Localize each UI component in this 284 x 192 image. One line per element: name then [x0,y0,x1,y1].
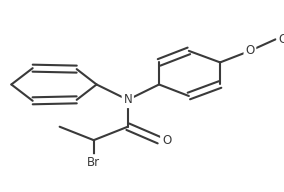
Text: Br: Br [87,156,100,169]
Text: O: O [245,44,254,57]
Text: O: O [162,134,171,147]
Text: O: O [162,134,171,147]
Text: N: N [124,93,132,106]
Text: Br: Br [87,156,100,169]
Text: N: N [124,93,132,106]
Text: O: O [245,44,254,57]
Text: CH₃: CH₃ [278,33,284,46]
Text: CH₃: CH₃ [278,33,284,46]
